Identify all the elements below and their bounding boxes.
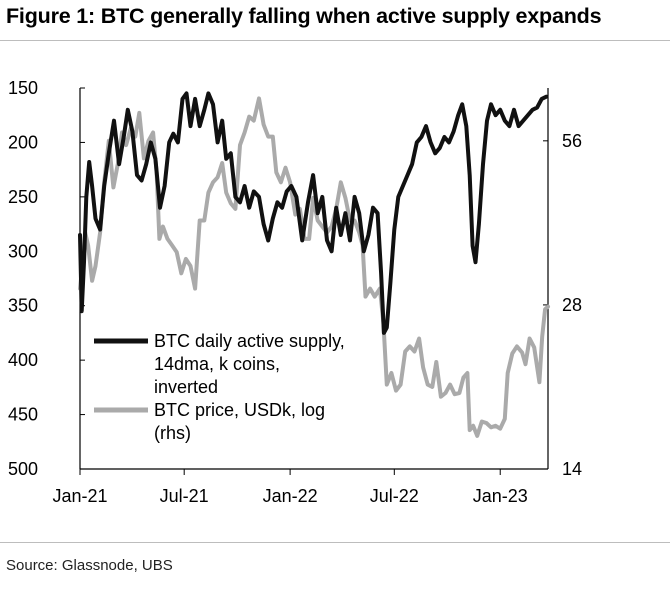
- right-tick-label: 28: [562, 295, 582, 315]
- source-divider: [0, 542, 670, 543]
- legend-supply-label: 14dma, k coins,: [154, 354, 280, 374]
- legend: BTC daily active supply, 14dma, k coins, i…: [94, 331, 345, 443]
- left-tick-label: 200: [8, 132, 38, 152]
- legend-supply-label: BTC daily active supply,: [154, 331, 345, 351]
- left-tick-label: 150: [8, 78, 38, 98]
- right-tick-label: 56: [562, 131, 582, 151]
- left-tick-label: 450: [8, 405, 38, 425]
- right-tick-label: 14: [562, 459, 582, 479]
- x-tick-label: Jan-23: [473, 486, 528, 506]
- left-tick-label: 300: [8, 241, 38, 261]
- chart-title: Figure 1: BTC generally falling when act…: [6, 4, 602, 28]
- left-tick-label: 400: [8, 350, 38, 370]
- left-tick-label: 500: [8, 459, 38, 479]
- supply-series-line: [78, 91, 549, 335]
- x-tick-label: Jan-22: [263, 486, 318, 506]
- legend-price-label: (rhs): [154, 423, 191, 443]
- title-divider: [0, 40, 670, 41]
- x-tick-label: Jul-22: [370, 486, 419, 506]
- legend-price-label: BTC price, USDk, log: [154, 400, 325, 420]
- x-tick-label: Jan-21: [52, 486, 107, 506]
- x-tick-label: Jul-21: [160, 486, 209, 506]
- axes: 150 200 250 300 350 400 450 500 56 28 14 Jan-21 Jul-…: [8, 78, 582, 506]
- left-tick-label: 250: [8, 187, 38, 207]
- legend-supply-label: inverted: [154, 377, 218, 397]
- chart-source: Source: Glassnode, UBS: [6, 557, 173, 574]
- series-lines: [78, 91, 550, 438]
- chart-area: 150 200 250 300 350 400 450 500 56 28 14 Jan-21 Jul-…: [8, 78, 582, 506]
- left-tick-label: 350: [8, 296, 38, 316]
